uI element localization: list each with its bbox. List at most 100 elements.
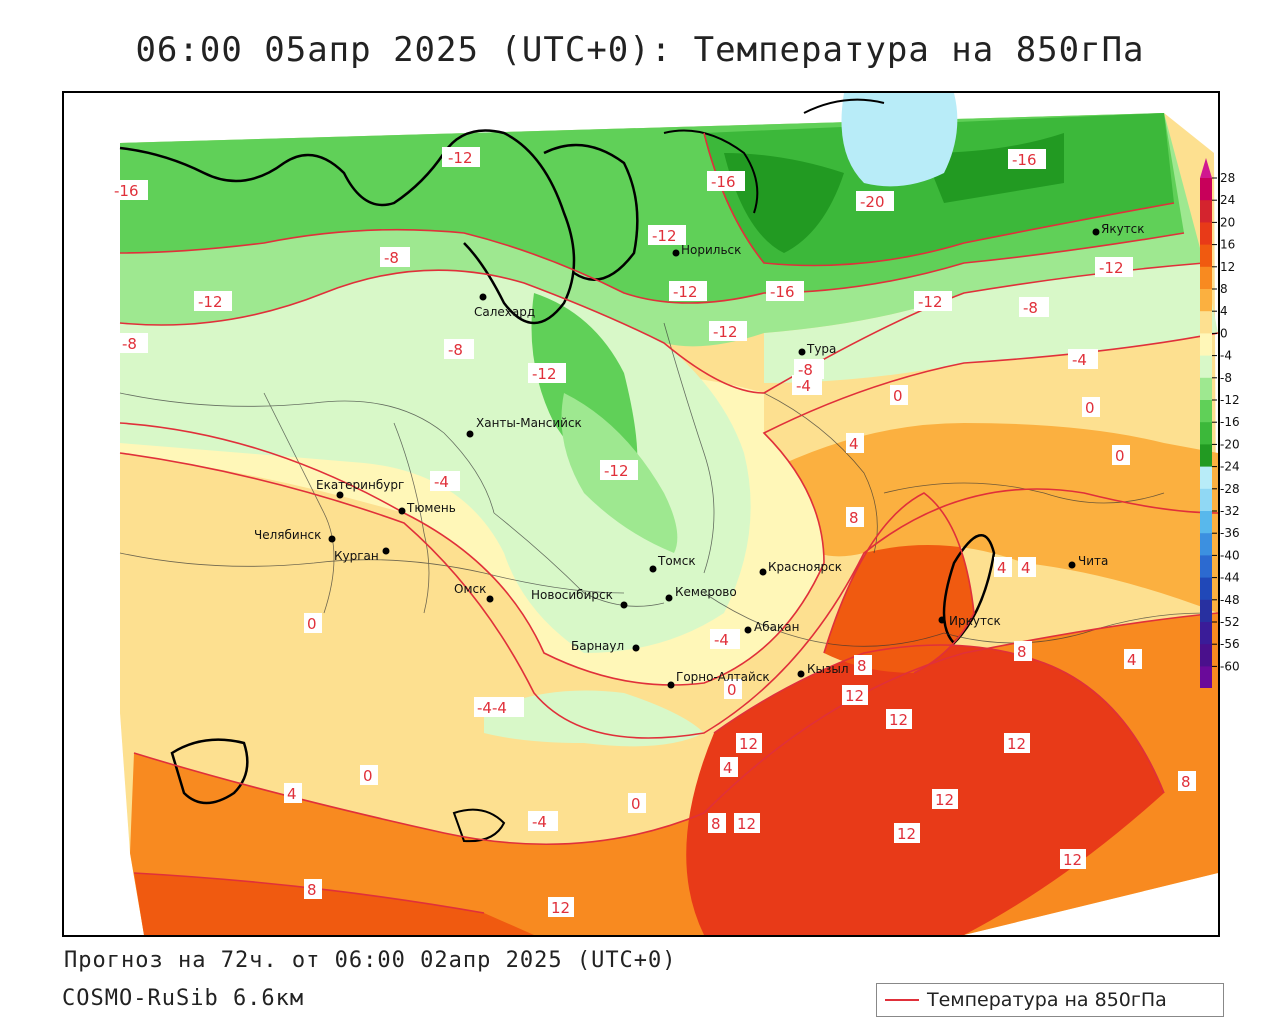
city-marker[interactable]: Абакан [744,620,800,634]
map-area[interactable]: -12 -16 -16 -16 -12 -8 -12 -12 -16 -20 -… [62,91,1220,937]
city-marker[interactable]: Норильск [672,243,742,257]
contour-label: 4 [284,783,302,803]
contour-label: -8 [794,359,824,379]
contour-labels: -12 -16 -16 -16 -12 -8 -12 -12 -16 -20 -… [110,147,1196,917]
contour-label: 8 [846,507,864,527]
contour-label: 4 [994,557,1012,577]
colorbar-tick-label: 16 [1220,238,1235,252]
city-marker[interactable]: Салехард [474,293,535,320]
colorbar-swatch [1200,311,1212,334]
temperature-colorbar: 28 24 20 16 12 8 4 0 -4 -8 -12 -16 -20 -24 -28 -32 -36 -4… [1200,158,1260,688]
colorbar-tick-label: -16 [1220,415,1240,429]
colorbar-tick-label: -36 [1220,526,1240,540]
svg-text:-16: -16 [770,283,795,301]
contour-label: 8 [304,879,322,899]
city-marker[interactable]: Якутск [1092,222,1145,236]
contour-label: 8 [854,655,872,675]
svg-text:Горно-Алтайск: Горно-Алтайск [676,670,770,684]
colorbar-tick-label: -56 [1220,637,1240,651]
svg-text:-16: -16 [114,182,139,200]
city-marker[interactable]: Томск [649,554,696,573]
colorbar-swatch [1200,622,1212,645]
city-marker[interactable]: Курган [334,547,390,564]
colorbar-tick-label: 0 [1220,326,1228,340]
city-marker[interactable]: Челябинск [254,528,336,543]
svg-text:0: 0 [1115,447,1125,465]
city-marker[interactable]: Тура [798,342,837,356]
contour-label: 12 [1004,733,1030,753]
colorbar-tick-label: 20 [1220,215,1235,229]
svg-text:0: 0 [363,767,373,785]
city-marker[interactable]: Новосибирск [531,588,628,609]
colorbar-tick-label: -24 [1220,460,1240,474]
svg-text:-4: -4 [434,473,449,491]
contour-label: -16 [707,171,745,191]
city-marker[interactable]: Горно-Алтайск [667,670,770,689]
svg-text:-12: -12 [652,227,677,245]
colorbar-swatch [1200,377,1212,401]
svg-text:8: 8 [857,657,867,675]
svg-text:12: 12 [739,735,758,753]
svg-text:-12: -12 [1099,259,1124,277]
city-marker[interactable]: Красноярск [759,560,842,576]
svg-text:0: 0 [893,387,903,405]
city-markers: Якутск Норильск Салехард Тура Ханты-Манс… [254,222,1145,689]
contour-label: -12 [648,225,686,245]
svg-text:-12: -12 [918,293,943,311]
svg-text:-20: -20 [860,193,885,211]
contour-label: 12 [842,685,868,705]
colorbar-swatch [1200,533,1212,556]
colorbar-swatch [1200,466,1212,490]
colorbar-tick-label: -12 [1220,393,1240,407]
colorbar-swatch [1200,577,1212,601]
svg-text:-8: -8 [798,361,813,379]
contour-label: -12 [1095,257,1133,277]
svg-text:Барнаул: Барнаул [571,639,624,653]
svg-text:4: 4 [849,435,859,453]
svg-text:4: 4 [1127,651,1137,669]
colorbar-tick-label: 8 [1220,282,1228,296]
contour-label: -4 [792,375,822,395]
svg-text:-12: -12 [448,149,473,167]
city-marker[interactable]: Кемерово [665,585,737,602]
svg-text:Якутск: Якутск [1101,222,1145,236]
svg-text:4: 4 [1021,559,1031,577]
svg-text:-4: -4 [532,813,547,831]
city-marker[interactable]: Ханты-Мансийск [466,416,582,438]
svg-text:8: 8 [1181,773,1191,791]
svg-text:-4-4: -4-4 [477,699,507,717]
svg-text:Кызыл: Кызыл [807,662,849,676]
svg-text:Чита: Чита [1078,554,1108,568]
contour-label: 12 [734,813,760,833]
city-marker[interactable]: Чита [1068,554,1109,569]
svg-text:12: 12 [889,711,908,729]
colorbar-top-arrow [1200,158,1212,178]
colorbar-swatch [1200,289,1212,312]
contour-label: -8 [1019,297,1049,317]
city-marker[interactable]: Екатеринбург [316,478,404,499]
temperature-map: -12 -16 -16 -16 -12 -8 -12 -12 -16 -20 -… [64,93,1218,935]
svg-text:0: 0 [1085,399,1095,417]
city-marker[interactable]: Кызыл [797,662,849,678]
svg-text:Новосибирск: Новосибирск [531,588,613,602]
contour-label: -12 [442,147,480,167]
city-marker[interactable]: Иркутск [938,614,1001,628]
colorbar-tick-label: -8 [1220,371,1232,385]
colorbar-swatch [1200,644,1212,667]
city-marker[interactable]: Тюмень [398,501,456,515]
colorbar-tick-label: -52 [1220,615,1240,629]
svg-text:Салехард: Салехард [474,305,535,319]
colorbar-swatch [1200,266,1212,290]
city-marker[interactable]: Барнаул [571,639,640,653]
city-marker[interactable]: Омск [454,582,494,603]
svg-text:8: 8 [307,881,317,899]
contour-label: 8 [708,813,726,833]
contour-label: 8 [1178,771,1196,791]
colorbar-swatch [1200,488,1212,512]
svg-text:-12: -12 [673,283,698,301]
svg-text:4: 4 [287,785,297,803]
contour-label: -12 [914,291,952,311]
colorbar-tick-label: 4 [1220,304,1228,318]
colorbar-swatch [1200,178,1212,201]
colorbar-tick-label: -20 [1220,437,1240,451]
